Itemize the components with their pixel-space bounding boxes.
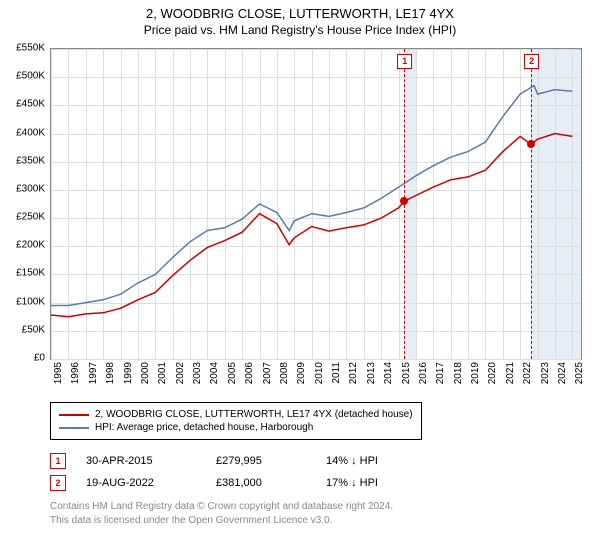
xtick-label: 2001 (157, 362, 168, 384)
sale-marker-2: 2 (50, 475, 66, 491)
title-block: 2, WOODBRIG CLOSE, LUTTERWORTH, LE17 4YX… (0, 0, 600, 37)
xtick-label: 2014 (383, 362, 394, 384)
series-line-hpi (51, 86, 572, 306)
xtick-label: 1997 (88, 362, 99, 384)
xtick-label: 1999 (123, 362, 134, 384)
sale-vline (531, 49, 532, 359)
chart-container: 2, WOODBRIG CLOSE, LUTTERWORTH, LE17 4YX… (0, 0, 600, 560)
xtick-label: 2002 (175, 362, 186, 384)
xtick-label: 2024 (557, 362, 568, 384)
legend-swatch-property (59, 414, 89, 416)
xtick-label: 2004 (209, 362, 220, 384)
legend-label-property: 2, WOODBRIG CLOSE, LUTTERWORTH, LE17 4YX… (95, 409, 413, 420)
ytick-label: £400K (0, 127, 45, 138)
xtick-label: 2011 (331, 362, 342, 384)
ytick-label: £50K (0, 324, 45, 335)
sale-marker-box: 1 (397, 54, 412, 69)
sale-point (400, 197, 408, 205)
legend-row-property: 2, WOODBRIG CLOSE, LUTTERWORTH, LE17 4YX… (59, 409, 413, 420)
xtick-label: 1996 (70, 362, 81, 384)
ytick-label: £150K (0, 268, 45, 279)
ytick-label: £350K (0, 155, 45, 166)
footer-line2: This data is licensed under the Open Gov… (50, 514, 393, 528)
footer: Contains HM Land Registry data © Crown c… (50, 500, 393, 528)
sale-point (527, 140, 535, 148)
line-svg (51, 49, 581, 359)
xtick-label: 2015 (401, 362, 412, 384)
xtick-label: 2020 (487, 362, 498, 384)
sales-table: 1 30-APR-2015 £279,995 14% ↓ HPI 2 19-AU… (50, 450, 436, 494)
sale-date-2: 19-AUG-2022 (86, 477, 216, 489)
ytick-label: £0 (0, 353, 45, 364)
xtick-label: 2025 (574, 362, 585, 384)
legend: 2, WOODBRIG CLOSE, LUTTERWORTH, LE17 4YX… (50, 402, 422, 440)
legend-label-hpi: HPI: Average price, detached house, Harb… (95, 422, 313, 433)
sales-row-1: 1 30-APR-2015 £279,995 14% ↓ HPI (50, 450, 436, 472)
sales-row-2: 2 19-AUG-2022 £381,000 17% ↓ HPI (50, 472, 436, 494)
sale-price-1: £279,995 (216, 455, 326, 467)
ytick-label: £300K (0, 183, 45, 194)
sale-marker-box: 2 (524, 54, 539, 69)
title-subtitle: Price paid vs. HM Land Registry's House … (0, 23, 600, 37)
sale-date-1: 30-APR-2015 (86, 455, 216, 467)
xtick-label: 2013 (366, 362, 377, 384)
legend-swatch-hpi (59, 427, 89, 429)
gridline-h (51, 359, 581, 360)
xtick-label: 2009 (296, 362, 307, 384)
ytick-label: £450K (0, 99, 45, 110)
chart-area: 12 £0£50K£100K£150K£200K£250K£300K£350K£… (50, 48, 580, 358)
title-address: 2, WOODBRIG CLOSE, LUTTERWORTH, LE17 4YX (0, 6, 600, 21)
footer-line1: Contains HM Land Registry data © Crown c… (50, 500, 393, 514)
xtick-label: 1998 (105, 362, 116, 384)
xtick-label: 2022 (522, 362, 533, 384)
xtick-label: 2005 (227, 362, 238, 384)
ytick-label: £200K (0, 240, 45, 251)
xtick-label: 2008 (279, 362, 290, 384)
xtick-label: 2017 (435, 362, 446, 384)
xtick-label: 2003 (192, 362, 203, 384)
xtick-label: 2023 (540, 362, 551, 384)
legend-row-hpi: HPI: Average price, detached house, Harb… (59, 422, 413, 433)
xtick-label: 2000 (140, 362, 151, 384)
xtick-label: 2018 (453, 362, 464, 384)
sale-diff-2: 17% ↓ HPI (326, 477, 436, 489)
ytick-label: £250K (0, 212, 45, 223)
sale-diff-1: 14% ↓ HPI (326, 455, 436, 467)
xtick-label: 2006 (244, 362, 255, 384)
ytick-label: £500K (0, 71, 45, 82)
ytick-label: £100K (0, 296, 45, 307)
xtick-label: 1995 (53, 362, 64, 384)
xtick-label: 2019 (470, 362, 481, 384)
xtick-label: 2021 (505, 362, 516, 384)
plot-region: 12 (50, 48, 582, 360)
xtick-label: 2007 (262, 362, 273, 384)
sale-marker-1: 1 (50, 453, 66, 469)
xtick-label: 2010 (314, 362, 325, 384)
xtick-label: 2012 (348, 362, 359, 384)
sale-price-2: £381,000 (216, 477, 326, 489)
ytick-label: £550K (0, 43, 45, 54)
xtick-label: 2016 (418, 362, 429, 384)
